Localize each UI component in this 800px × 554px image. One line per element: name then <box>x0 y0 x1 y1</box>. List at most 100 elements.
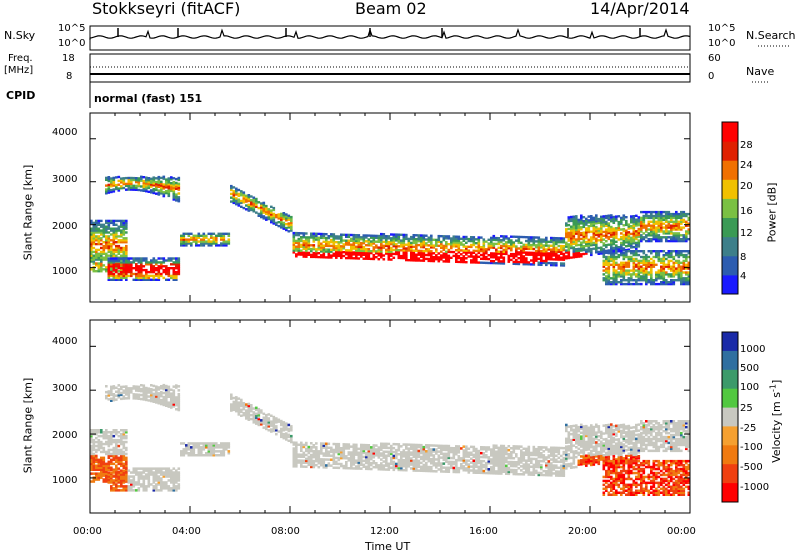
power-cell <box>422 257 426 260</box>
power-cell <box>595 247 598 250</box>
power-cell <box>420 249 423 253</box>
power-cell <box>410 257 413 260</box>
velocity-cell <box>107 478 111 481</box>
power-cell <box>567 239 571 242</box>
power-cell <box>327 256 331 259</box>
power-cell <box>645 282 648 286</box>
power-cell <box>335 248 338 252</box>
power-cell <box>482 244 486 247</box>
power-cell <box>615 252 618 255</box>
power-cell <box>202 234 206 237</box>
power-cell <box>630 232 633 236</box>
velocity-cell <box>275 419 278 422</box>
power-cell <box>122 270 126 274</box>
velocity-cell <box>150 469 153 472</box>
power-cell <box>402 243 406 246</box>
velocity-cell <box>385 442 388 446</box>
power-cell <box>682 259 686 263</box>
power-cell <box>125 278 128 281</box>
power-cell <box>492 238 496 242</box>
velocity-cell <box>167 489 171 492</box>
power-cell <box>515 260 518 264</box>
power-cell <box>315 250 318 253</box>
power-cell <box>647 255 651 259</box>
power-cb-20: 20 <box>740 181 753 192</box>
power-cell <box>92 221 96 225</box>
power-cell <box>610 247 613 250</box>
velocity-cell <box>132 467 136 470</box>
power-cell <box>187 232 191 235</box>
power-cell <box>105 252 108 255</box>
velocity-cell <box>337 466 341 470</box>
power-cell <box>397 235 401 238</box>
power-cell <box>642 269 646 272</box>
power-cell <box>435 244 438 247</box>
power-cell <box>160 186 163 189</box>
power-cell <box>92 237 96 240</box>
velocity-cell <box>365 445 368 449</box>
velocity-cell <box>170 473 173 476</box>
velocity-cell <box>112 452 116 456</box>
power-cell <box>477 244 481 247</box>
power-cell <box>252 202 256 205</box>
power-cell <box>420 251 423 255</box>
power-cell <box>662 263 666 266</box>
velocity-cell <box>277 430 281 433</box>
power-cell <box>172 278 176 281</box>
power-cell <box>637 229 641 233</box>
power-cell <box>560 258 563 261</box>
velocity-cell <box>365 453 368 457</box>
power-cell <box>502 237 506 240</box>
power-cell <box>285 223 288 226</box>
power-cell <box>622 279 626 282</box>
velocity-cell <box>252 421 256 424</box>
power-cell <box>112 180 116 183</box>
velocity-cell <box>290 436 293 440</box>
power-cell <box>672 263 676 266</box>
power-cell <box>147 179 151 182</box>
power-cell <box>265 216 268 219</box>
power-cell <box>100 252 103 255</box>
power-cell <box>652 234 656 237</box>
power-cell <box>620 220 623 223</box>
velocity-cell <box>107 448 111 452</box>
power-cell <box>642 252 646 255</box>
power-cell <box>140 177 143 180</box>
power-cell <box>610 241 613 244</box>
power-cell <box>175 187 178 190</box>
velocity-cell <box>310 459 313 463</box>
power-cell <box>655 271 658 274</box>
power-cell <box>372 238 376 241</box>
power-cell <box>432 259 436 263</box>
power-cell <box>612 267 616 270</box>
power-cell <box>605 261 608 264</box>
power-cell <box>500 262 503 265</box>
power-cell <box>140 267 143 270</box>
velocity-cell <box>147 467 151 470</box>
power-cell <box>577 232 581 235</box>
power-cell <box>97 252 101 255</box>
power-cell <box>172 188 176 192</box>
velocity-cell <box>402 455 406 458</box>
velocity-cell <box>322 458 326 461</box>
power-cell <box>330 235 333 238</box>
power-cell <box>122 265 126 268</box>
power-cell <box>112 235 116 238</box>
power-cell <box>465 261 468 264</box>
velocity-cell <box>300 445 303 449</box>
power-cell <box>147 263 151 266</box>
velocity-cell <box>167 389 171 393</box>
power-cell <box>132 257 136 260</box>
power-cell <box>607 265 611 268</box>
power-cell <box>540 242 543 245</box>
velocity-cell <box>92 468 96 471</box>
velocity-cell <box>290 427 293 430</box>
velocity-cell <box>400 468 403 472</box>
power-cell <box>680 269 683 272</box>
power-cell <box>642 277 646 280</box>
power-cell <box>182 236 186 239</box>
power-cell <box>582 248 586 252</box>
velocity-cell <box>230 403 233 406</box>
velocity-cell <box>237 401 241 404</box>
power-cell <box>130 186 133 189</box>
